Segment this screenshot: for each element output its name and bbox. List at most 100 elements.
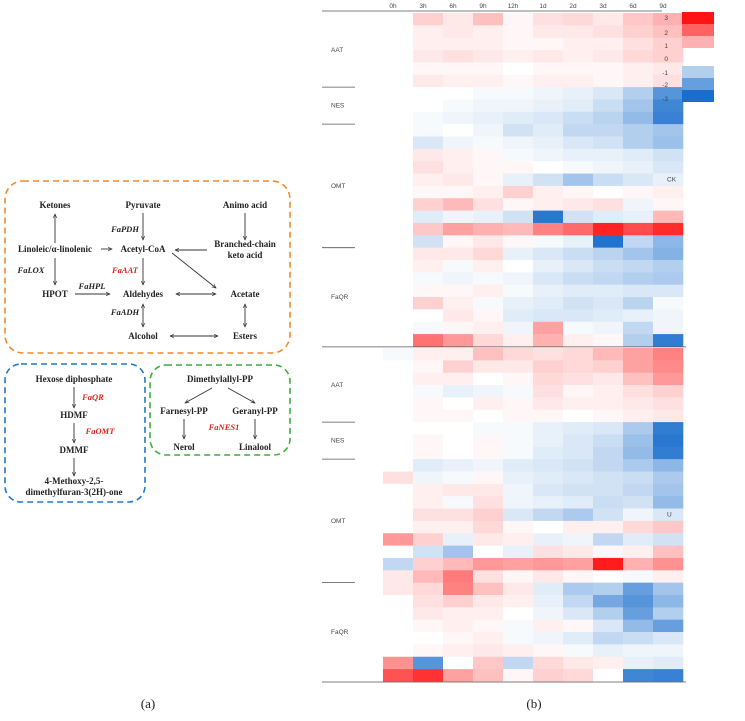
heatmap-cell [533, 434, 564, 448]
heatmap-cell [503, 372, 534, 386]
heatmap-cell [563, 25, 594, 38]
heatmap-cell [563, 111, 594, 125]
heatmap-cell [563, 372, 594, 386]
column-label: 3d [599, 3, 607, 10]
heatmap-cell [383, 508, 414, 522]
heatmap-cell [383, 644, 414, 658]
heatmap-cell [443, 619, 474, 633]
heatmap-cell [533, 37, 564, 51]
heatmap-cell [413, 25, 444, 38]
heatmap-cell [533, 422, 564, 435]
heatmap-cell [593, 409, 624, 423]
heatmap-cell [443, 210, 474, 224]
heatmap-cell [443, 508, 474, 522]
heatmap-chart: 0h 3h 6h 9h 12h 1d 2d 3d 6d 9d AATNESOMTFaQRCKAAT… [322, 3, 714, 711]
gene-label-falox: FaLOX [17, 265, 45, 275]
heatmap-cell [443, 185, 474, 199]
heatmap-cell [503, 136, 534, 150]
heatmap-cell [563, 656, 594, 670]
heatmap-cell [563, 520, 594, 534]
gene-label-faaat: FaAAT [111, 265, 139, 275]
heatmap-cell [653, 136, 684, 150]
heatmap-cell [533, 595, 564, 608]
heatmap-cell [653, 284, 684, 298]
arrow-dmapp-farnesyl [185, 387, 213, 404]
heatmap-cell [503, 37, 534, 51]
heatmap-cell [533, 136, 564, 150]
heatmap-cell [623, 74, 654, 88]
orange-pathway-box [4, 180, 291, 354]
heatmap-cell [593, 297, 624, 310]
legend-label: 3 [664, 15, 668, 22]
legend-label: 1 [664, 43, 668, 50]
heatmap-cell [413, 161, 444, 174]
heatmap-cell [593, 161, 624, 174]
heatmap-cell [653, 247, 684, 261]
heatmap-cell [623, 434, 654, 448]
heatmap-cell [473, 595, 504, 608]
heatmap-cell [443, 471, 474, 485]
heatmap-cell [503, 25, 534, 38]
heatmap-cell [563, 471, 594, 485]
heatmap-cell [563, 13, 594, 26]
heatmap-cell [623, 459, 654, 472]
heatmap-cell [653, 508, 684, 522]
heatmap-cell [593, 385, 624, 398]
heatmap-cell [653, 644, 684, 658]
heatmap-cell [533, 533, 564, 546]
heatmap-cell [443, 459, 474, 472]
heatmap-cell [653, 607, 684, 620]
heatmap-cell [473, 309, 504, 323]
heatmap-cell [563, 99, 594, 113]
heatmap-cell [533, 669, 564, 682]
heatmap-cell [443, 124, 474, 137]
heatmap-cell [503, 619, 534, 633]
heatmap-cell [413, 607, 444, 620]
heatmap-cell [623, 136, 654, 150]
heatmap-cell [653, 520, 684, 534]
heatmap-cell [383, 446, 414, 460]
column-label: 9d [659, 3, 667, 10]
heatmap-cell [503, 148, 534, 162]
node-branched-chain-line1: Branched-chain [214, 239, 276, 249]
heatmap-cell [503, 422, 534, 435]
heatmap-cell [533, 508, 564, 522]
heatmap-cell [473, 434, 504, 448]
heatmap-cell [623, 309, 654, 323]
heatmap-cell [533, 297, 564, 310]
heatmap-cell [383, 111, 414, 125]
column-label: 6h [449, 3, 457, 10]
heatmap-cell [503, 198, 534, 211]
legend-swatch [682, 78, 714, 90]
heatmap-cell [503, 161, 534, 174]
heatmap-cell [623, 557, 654, 571]
heatmap-cell [533, 372, 564, 386]
heatmap-cell [413, 446, 444, 460]
heatmap-cell [653, 582, 684, 596]
heatmap-cell [413, 210, 444, 224]
heatmap-cell [473, 360, 504, 373]
heatmap-cell [473, 619, 504, 633]
heatmap-cell [563, 247, 594, 261]
column-label: 3h [419, 3, 427, 10]
heatmap-cell [623, 545, 654, 559]
heatmap-cell [383, 297, 414, 310]
heatmap-cell [473, 62, 504, 76]
heatmap-cell [383, 198, 414, 211]
heatmap-cell [653, 161, 684, 174]
heatmap-cell [413, 185, 444, 199]
heatmap-cell [593, 198, 624, 211]
heatmap-cell [623, 595, 654, 608]
arrow-acetylcoa-acetate [171, 252, 216, 288]
heatmap-cell [593, 545, 624, 559]
heatmap-cell [473, 136, 504, 150]
heatmap-cell [413, 533, 444, 546]
heatmap-cell [653, 372, 684, 386]
heatmap-cell [653, 309, 684, 323]
heatmap-cell [563, 434, 594, 448]
heatmap-cell [413, 74, 444, 88]
heatmap-cell [443, 607, 474, 620]
heatmap-cell [443, 25, 474, 38]
heatmap-cell [443, 557, 474, 571]
heatmap-cell [443, 272, 474, 285]
